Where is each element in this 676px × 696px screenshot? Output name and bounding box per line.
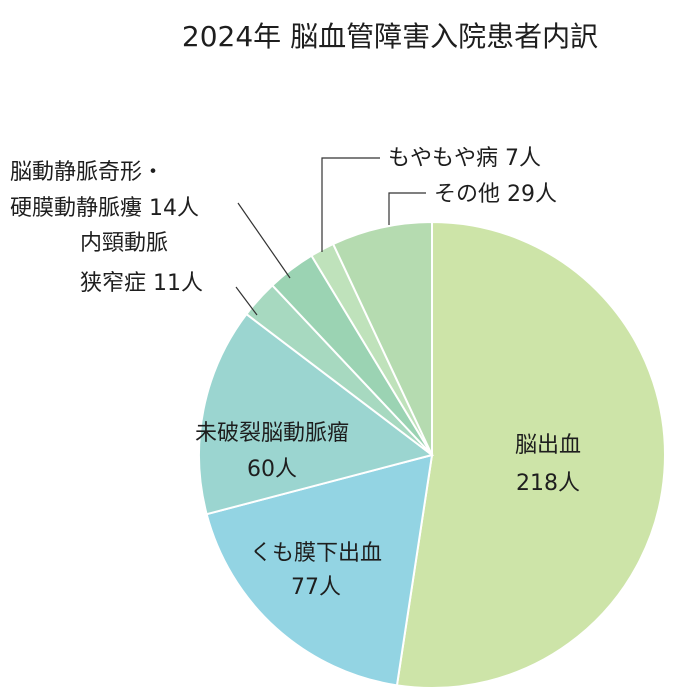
label-carotid-line1: 内頸動脈 — [80, 231, 168, 256]
label-carotid-line2: 狭窄症 11人 — [80, 271, 203, 296]
pie-slices — [198, 220, 666, 689]
leader-line-avm — [237, 202, 291, 279]
label-ich-name: 脳出血 — [515, 433, 581, 458]
label-sah-name: くも膜下出血 — [250, 541, 382, 566]
slice-sah — [205, 453, 434, 687]
label-other: その他 29人 — [434, 182, 557, 207]
label-aneurysm-name: 未破裂脳動脈瘤 — [195, 421, 349, 446]
label-moyamoya: もやもや病 7人 — [388, 146, 541, 171]
slice-ich — [395, 220, 666, 689]
leader-line-other — [388, 192, 426, 225]
label-ich-value: 218人 — [516, 471, 580, 496]
leader-lines — [235, 157, 426, 316]
label-aneurysm-value: 60人 — [247, 457, 297, 482]
slice-aneurysm — [198, 312, 435, 516]
label-sah-value: 77人 — [291, 575, 341, 600]
label-avm-line2: 硬膜動静脈瘻 14人 — [10, 196, 199, 221]
leader-line-moyamoya — [321, 157, 380, 252]
chart-title: 2024年 脳血管障害入院患者内訳 — [182, 20, 598, 53]
leader-line-carotid — [235, 286, 258, 316]
label-avm-line1: 脳動静脈奇形・ — [10, 160, 164, 185]
slice-other — [331, 220, 433, 456]
